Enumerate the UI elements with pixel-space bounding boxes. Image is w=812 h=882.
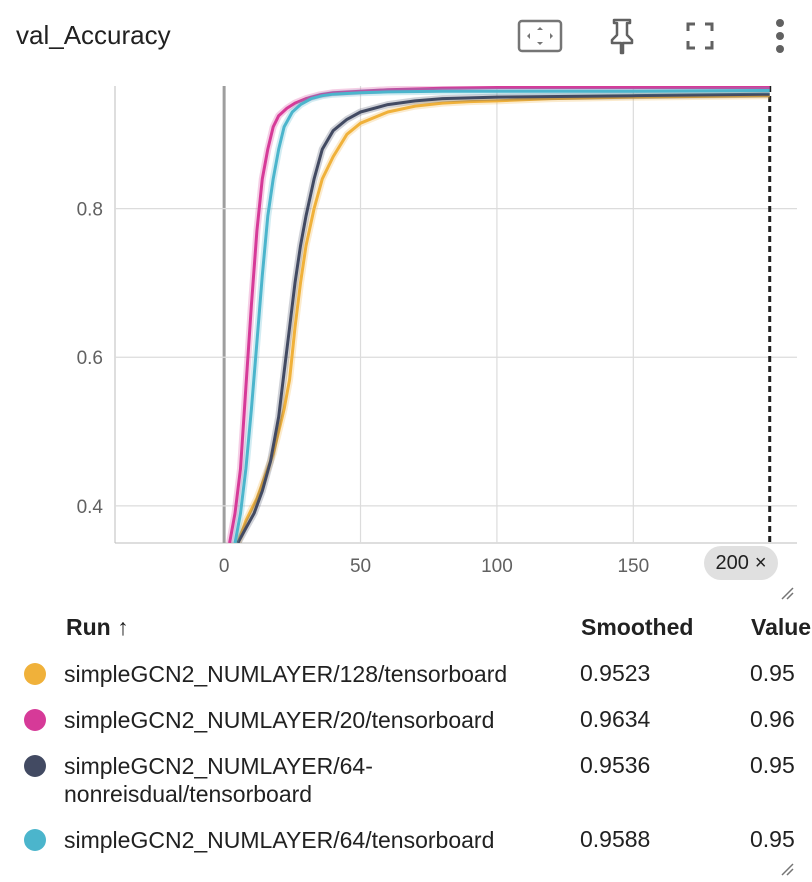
line-chart[interactable]: 0 50 100 150 0.4 0.6 0.8 bbox=[0, 78, 812, 598]
series-line-2 bbox=[236, 92, 770, 543]
series-line-1 bbox=[228, 86, 770, 543]
resize-handle-icon[interactable] bbox=[780, 862, 794, 876]
fullscreen-button[interactable] bbox=[676, 16, 724, 56]
more-options-button[interactable] bbox=[756, 16, 804, 56]
run-name: simpleGCN2_NUMLAYER/64- nonreisdual/tens… bbox=[64, 752, 564, 808]
more-vert-icon bbox=[776, 19, 784, 53]
sort-ascending-icon: ↑ bbox=[117, 614, 129, 640]
smoothed-value: 0.9523 bbox=[580, 660, 651, 686]
run-name: simpleGCN2_NUMLAYER/20/tensorboard bbox=[64, 707, 495, 733]
run-color-swatch[interactable] bbox=[24, 709, 46, 731]
y-tick-label: 0.8 bbox=[77, 200, 103, 221]
series-raw-line-1 bbox=[226, 86, 770, 543]
current-value: 0.95 bbox=[750, 660, 795, 686]
current-value: 0.95 bbox=[750, 826, 795, 852]
pin-icon bbox=[610, 18, 634, 55]
run-color-swatch[interactable] bbox=[24, 829, 46, 851]
smoothed-value: 0.9634 bbox=[580, 706, 651, 732]
selected-step-chip[interactable]: 200 × bbox=[704, 546, 778, 580]
selected-step-label: 200 bbox=[715, 551, 749, 574]
y-tick-label: 0.4 bbox=[77, 497, 104, 518]
current-value: 0.96 bbox=[750, 706, 795, 732]
x-tick-label: 100 bbox=[481, 556, 513, 577]
pin-button[interactable] bbox=[598, 16, 646, 56]
run-color-swatch[interactable] bbox=[24, 755, 46, 777]
chart-area[interactable]: 0 50 100 150 0.4 0.6 0.8 bbox=[0, 78, 812, 598]
smoothed-value: 0.9588 bbox=[580, 826, 651, 852]
run-name: simpleGCN2_NUMLAYER/128/tensorboard bbox=[64, 661, 508, 687]
run-name-line-1: simpleGCN2_NUMLAYER/64- bbox=[64, 753, 373, 779]
fit-domain-button[interactable] bbox=[516, 16, 564, 56]
run-color-swatch[interactable] bbox=[24, 663, 46, 685]
smoothed-value: 0.9536 bbox=[580, 752, 651, 778]
close-icon[interactable]: × bbox=[754, 551, 767, 574]
run-column-header[interactable]: Run ↑ bbox=[66, 614, 129, 641]
resize-handle-icon[interactable] bbox=[780, 586, 794, 600]
series-line-3 bbox=[233, 89, 770, 543]
series-raw-line-3 bbox=[231, 87, 770, 543]
run-name: simpleGCN2_NUMLAYER/64/tensorboard bbox=[64, 827, 495, 853]
y-tick-label: 0.6 bbox=[77, 348, 103, 369]
fit-domain-icon bbox=[517, 19, 563, 53]
smoothed-column-header[interactable]: Smoothed bbox=[581, 614, 694, 640]
fullscreen-icon bbox=[686, 22, 714, 50]
x-tick-label: 0 bbox=[219, 556, 230, 577]
x-tick-label: 50 bbox=[350, 556, 371, 577]
x-tick-label: 150 bbox=[617, 556, 649, 577]
value-column-header[interactable]: Value bbox=[751, 614, 812, 640]
run-header-label: Run bbox=[66, 614, 111, 640]
current-value: 0.95 bbox=[750, 752, 795, 778]
run-name-line-2: nonreisdual/tensorboard bbox=[64, 781, 313, 807]
card-title: val_Accuracy bbox=[16, 20, 171, 50]
